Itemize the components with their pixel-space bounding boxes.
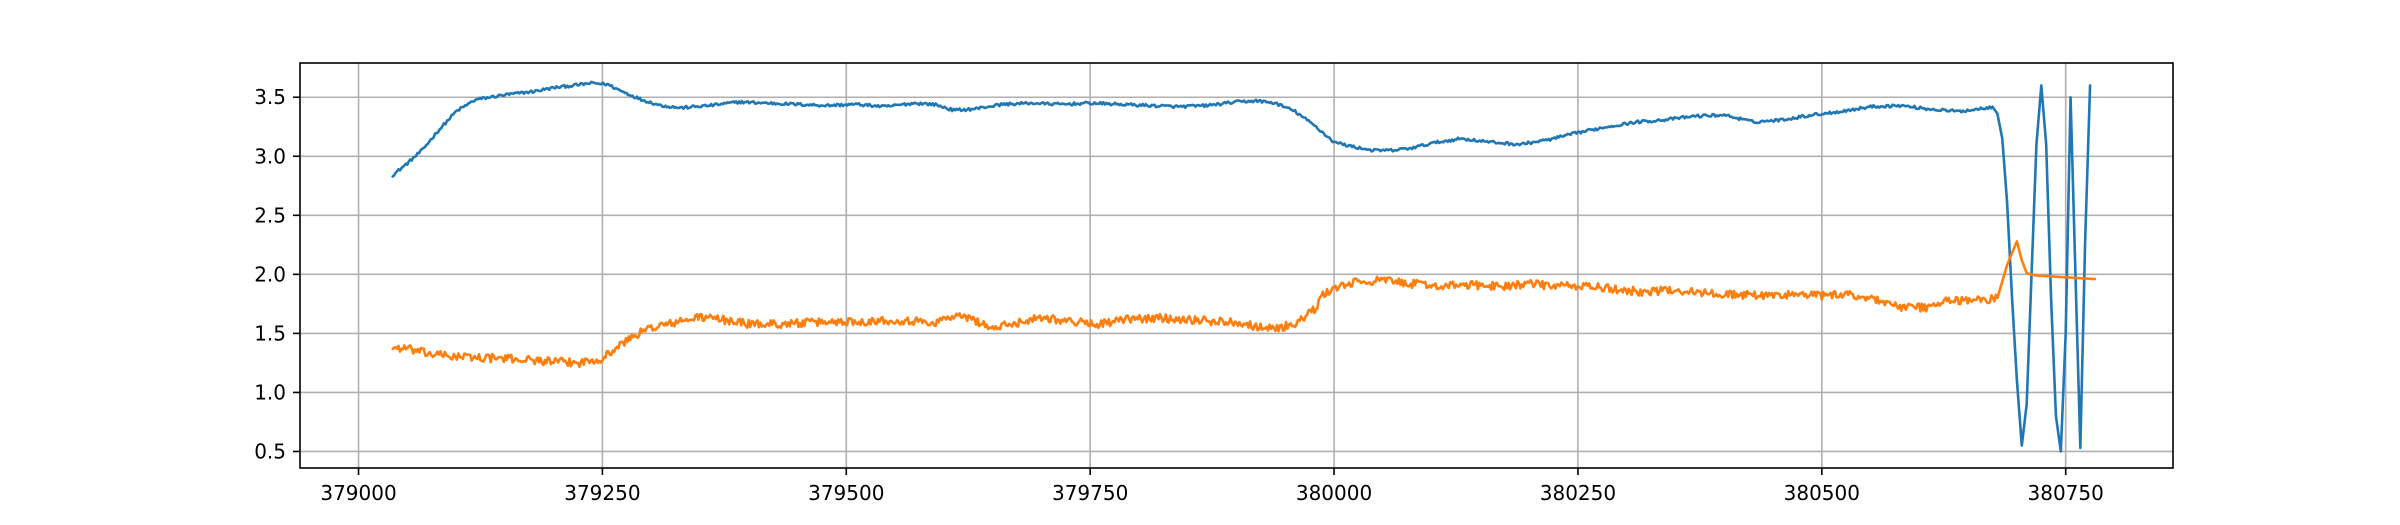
- y-tick-label: 2.0: [254, 262, 286, 286]
- plot-frame: [299, 62, 2174, 469]
- y-tick-label: 1.5: [254, 321, 286, 345]
- x-tick-label: 379750: [1052, 481, 1128, 505]
- y-tick-label: 2.5: [254, 203, 286, 227]
- series-line-1: [391, 80, 2092, 453]
- y-tick-label: 3.0: [254, 144, 286, 168]
- y-tick-label: 3.5: [254, 85, 286, 109]
- y-tick-label: 0.5: [254, 439, 286, 463]
- y-tick-label: 1.0: [254, 380, 286, 404]
- x-tick-label: 380000: [1296, 481, 1372, 505]
- x-tick-label: 380500: [1784, 481, 1860, 505]
- x-tick-label: 379500: [808, 481, 884, 505]
- axis-ticks: 379000 379250 379500 379750 380000 380250 3805…: [254, 85, 2104, 505]
- x-tick-label: 380250: [1540, 481, 1616, 505]
- series-line-2: [391, 239, 2097, 369]
- series-lines: [391, 80, 2097, 453]
- x-tick-label: 379250: [564, 481, 640, 505]
- x-tick-label: 379000: [320, 481, 396, 505]
- x-tick-label: 380750: [2028, 481, 2104, 505]
